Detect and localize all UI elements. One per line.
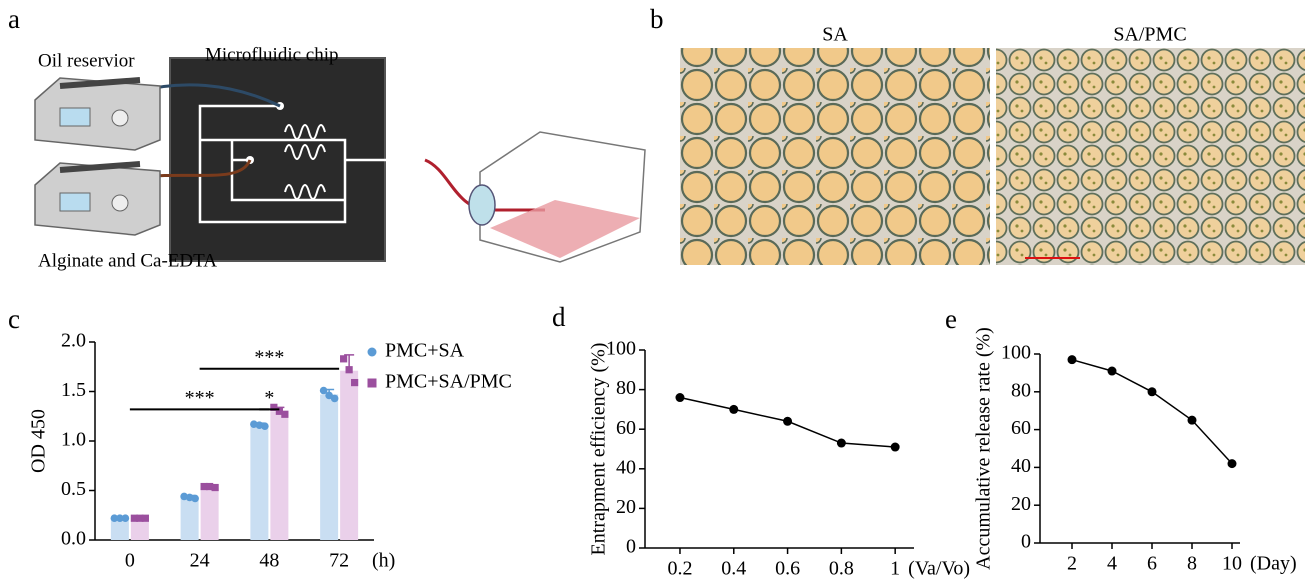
y-tick-label: 40: [1011, 455, 1031, 477]
x-tick-label: 10: [1222, 553, 1242, 575]
image-title: SA: [822, 24, 848, 46]
x-axis-label: (h): [372, 550, 395, 572]
data-point: [331, 395, 339, 403]
panel-label: b: [650, 4, 664, 34]
significance-label: *: [264, 387, 274, 409]
data-point: [122, 514, 130, 522]
micrograph: [996, 48, 1305, 265]
y-tick-label: 20: [1011, 493, 1031, 515]
x-tick-label: 72: [329, 550, 349, 572]
diagram-label: Microfluidic chip: [205, 44, 339, 65]
y-tick-label: 20: [616, 496, 636, 518]
y-tick-label: 60: [616, 417, 636, 439]
x-tick-label: 2: [1067, 553, 1077, 575]
x-tick-label: 0: [125, 550, 135, 572]
x-tick-label: 4: [1107, 553, 1117, 575]
y-tick-label: 100: [606, 338, 636, 360]
figure: a b c d e Oil reservior Microfluidic chi…: [0, 0, 1309, 579]
data-point: [191, 495, 199, 503]
data-point: [675, 393, 684, 402]
y-tick-label: 0: [1021, 531, 1031, 553]
line: [1072, 360, 1232, 464]
y-axis-label: Accumulative release rate (%): [973, 327, 995, 570]
bar: [250, 425, 268, 540]
data-point: [142, 515, 149, 522]
data-point: [837, 439, 846, 448]
panel-label: e: [945, 304, 957, 334]
x-tick-label: 0.6: [775, 558, 800, 579]
schematic: [35, 58, 645, 262]
data-point: [281, 411, 288, 418]
data-point: [212, 484, 219, 491]
diagram-label: Alginate and Ca-EDTA: [38, 250, 217, 271]
y-tick-label: 2.0: [61, 330, 86, 352]
bar: [181, 497, 199, 540]
x-tick-label: 0.4: [721, 558, 746, 579]
y-tick-label: 0.5: [61, 478, 86, 500]
y-tick-label: 1.0: [61, 429, 86, 451]
significance-label: ***: [185, 387, 215, 409]
diagram-label: Oil reservior: [38, 50, 135, 71]
x-tick-label: 8: [1187, 553, 1197, 575]
micrograph: [680, 48, 990, 265]
y-tick-label: 40: [616, 456, 636, 478]
y-axis-label: OD 450: [28, 409, 50, 473]
data-point: [340, 355, 347, 362]
data-point: [891, 443, 900, 452]
x-axis-label: (Day): [1250, 553, 1297, 575]
data-point: [346, 366, 353, 373]
panel-label: a: [8, 4, 20, 34]
panel-label: c: [8, 304, 20, 334]
data-point: [783, 417, 792, 426]
significance-label: ***: [254, 346, 284, 368]
y-tick-label: 80: [1011, 379, 1031, 401]
x-tick-label: 6: [1147, 553, 1157, 575]
data-point: [1228, 459, 1237, 468]
x-tick-label: 1: [890, 558, 900, 579]
y-axis-label: Entrapment efficiency (%): [588, 343, 610, 556]
panel-label: d: [552, 302, 566, 332]
legend-label: PMC+SA/PMC: [385, 371, 512, 393]
bar: [270, 411, 288, 540]
x-tick-label: 48: [259, 550, 279, 572]
legend-marker: [368, 348, 377, 357]
image-title: SA/PMC: [1113, 24, 1186, 46]
data-point: [261, 422, 269, 430]
data-point: [351, 379, 358, 386]
bar: [340, 371, 358, 540]
x-tick-label: 0.8: [829, 558, 854, 579]
x-axis-label: (Va/Vo): [908, 558, 970, 579]
y-tick-label: 0: [626, 536, 636, 558]
bar: [320, 394, 338, 540]
data-point: [1148, 387, 1157, 396]
y-tick-label: 100: [1001, 342, 1031, 364]
legend-label: PMC+SA: [385, 340, 465, 362]
data-point: [1188, 416, 1197, 425]
y-tick-label: 1.5: [61, 379, 86, 401]
data-point: [1068, 355, 1077, 364]
data-point: [1108, 367, 1117, 376]
y-tick-label: 60: [1011, 417, 1031, 439]
data-point: [729, 405, 738, 414]
y-tick-label: 0.0: [61, 528, 86, 550]
y-tick-label: 80: [616, 377, 636, 399]
bar: [201, 488, 219, 540]
legend-marker: [368, 379, 377, 388]
x-tick-label: 24: [190, 550, 210, 572]
x-tick-label: 0.2: [667, 558, 692, 579]
